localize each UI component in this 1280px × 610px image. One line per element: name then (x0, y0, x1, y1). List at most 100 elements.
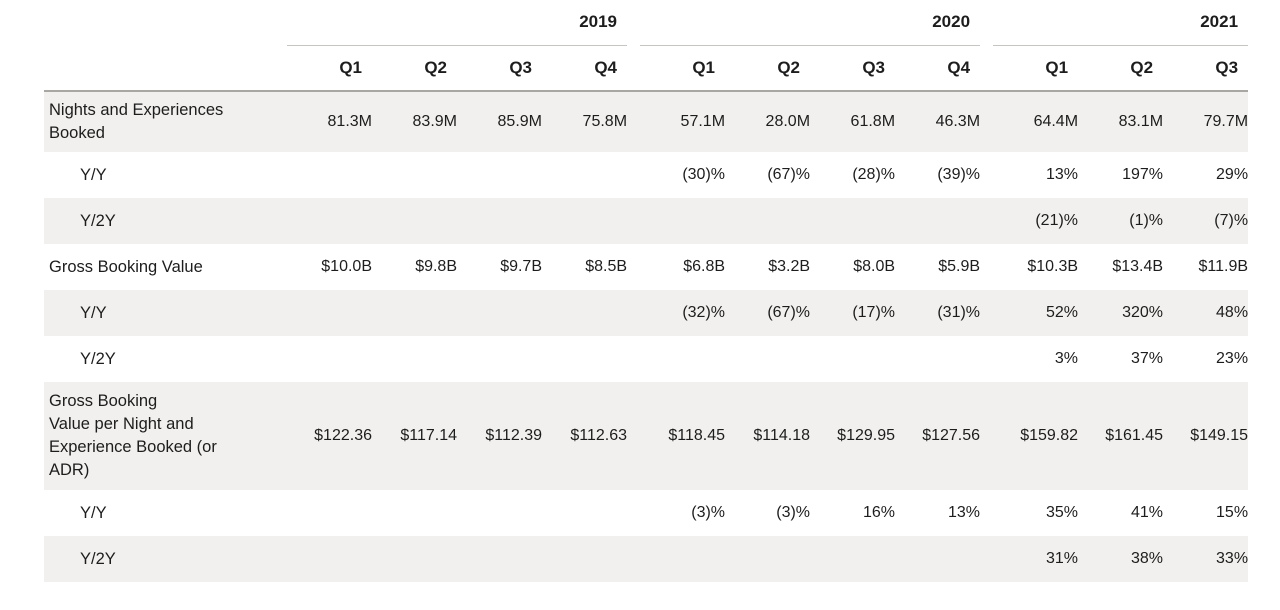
value-cell: (67)% (767, 166, 811, 183)
value-cell: 52% (1046, 304, 1079, 321)
value-cell (457, 490, 542, 536)
sub-metric-label: Y/2Y (80, 549, 116, 568)
value-cell: $114.18 (753, 427, 811, 444)
gap-cell (980, 336, 993, 382)
quarter-header: Q1 (287, 45, 372, 92)
table-row-gbv-yy: Y/Y (32)% (67)% (17)% (31)% 52% 320% 48% (44, 290, 1249, 336)
value-cell: $117.14 (400, 427, 457, 444)
value-cell (372, 198, 457, 244)
value-cell (640, 536, 725, 582)
value-cell: $149.15 (1190, 427, 1249, 444)
gap-cell (980, 382, 993, 490)
quarter-header: Q4 (542, 45, 628, 92)
value-cell (287, 152, 372, 198)
gap-cell (627, 290, 640, 336)
value-cell (372, 490, 457, 536)
value-cell (287, 336, 372, 382)
value-cell: (7)% (1214, 212, 1249, 229)
value-cell (542, 336, 627, 382)
value-cell: 29% (1216, 166, 1249, 183)
quarter-header: Q2 (725, 45, 811, 92)
value-cell: 41% (1131, 504, 1164, 521)
quarter-header: Q1 (640, 45, 726, 92)
value-cell (895, 198, 980, 244)
value-cell (542, 490, 627, 536)
value-cell: $9.7B (500, 258, 542, 275)
value-cell: (31)% (937, 304, 981, 321)
quarterly-metrics-table: 2019 2020 2021 Q1 Q2 Q3 Q4 Q1 Q2 Q3 Q4 Q… (44, 0, 1249, 582)
value-cell: 38% (1131, 550, 1164, 567)
value-cell (457, 536, 542, 582)
value-cell: $11.9B (1198, 258, 1249, 275)
value-cell (372, 290, 457, 336)
value-cell (640, 198, 725, 244)
quarter-header: Q2 (372, 45, 457, 92)
quarter-header: Q2 (1078, 45, 1164, 92)
value-cell: (30)% (682, 166, 726, 183)
value-cell (287, 490, 372, 536)
value-cell: 79.7M (1203, 113, 1249, 130)
year-gap (627, 0, 640, 45)
year-header-2019: 2019 (287, 0, 628, 46)
value-cell: 15% (1216, 504, 1249, 521)
value-cell (895, 336, 980, 382)
gap-cell (627, 490, 640, 536)
value-cell: 28.0M (765, 113, 811, 130)
label-column-spacer (44, 45, 287, 92)
quarter-header: Q3 (457, 45, 542, 92)
sub-metric-label: Y/2Y (80, 349, 116, 368)
value-cell (372, 536, 457, 582)
value-cell: 13% (948, 504, 981, 521)
gap-cell (627, 152, 640, 198)
gap-cell (980, 152, 993, 198)
value-cell (457, 152, 542, 198)
value-cell: 83.1M (1118, 113, 1164, 130)
gap-cell (980, 244, 993, 290)
year-gap (980, 0, 993, 45)
sub-metric-label: Y/Y (80, 503, 107, 522)
gap-cell (627, 336, 640, 382)
value-cell (287, 290, 372, 336)
gap-cell (627, 198, 640, 244)
gap-cell (627, 244, 640, 290)
value-cell: 64.4M (1033, 113, 1079, 130)
value-cell (542, 198, 627, 244)
value-cell: (3)% (691, 504, 726, 521)
value-cell (725, 336, 810, 382)
value-cell: 31% (1046, 550, 1079, 567)
table-row-gbv-y2y: Y/2Y 3% 37% 23% (44, 336, 1248, 382)
value-cell: 46.3M (935, 113, 981, 130)
value-cell: 37% (1131, 350, 1164, 367)
value-cell: 57.1M (680, 113, 726, 130)
value-cell (640, 336, 725, 382)
value-cell: $159.82 (1020, 427, 1079, 444)
value-cell: 16% (862, 504, 896, 521)
value-cell: $10.3B (1027, 258, 1079, 275)
value-cell (810, 536, 895, 582)
quarter-header: Q1 (993, 45, 1079, 92)
value-cell: (21)% (1035, 212, 1079, 229)
sub-metric-label: Y/Y (80, 165, 107, 184)
gap-cell (980, 536, 993, 582)
value-cell: 83.9M (412, 113, 457, 130)
value-cell: $112.63 (570, 427, 628, 444)
value-cell: 61.8M (850, 113, 896, 130)
table-row-nights-y2y: Y/2Y (21)% (1)% (7)% (44, 198, 1249, 244)
value-cell (542, 536, 627, 582)
metric-label: Gross Booking Value per Night and Experi… (49, 392, 217, 479)
gap-cell (627, 536, 640, 582)
gap-cell (627, 91, 640, 152)
value-cell: $129.95 (837, 427, 896, 444)
metric-label: Gross Booking Value (49, 257, 203, 276)
value-cell: $3.2B (768, 258, 811, 275)
quarter-header: Q3 (1163, 45, 1249, 92)
table-row-gbv: Gross Booking Value $10.0B $9.8B $9.7B $… (44, 244, 1248, 290)
value-cell: (1)% (1129, 212, 1164, 229)
label-column-spacer (44, 0, 287, 45)
sub-metric-label: Y/Y (80, 303, 107, 322)
value-cell: (17)% (852, 304, 896, 321)
quarter-header: Q3 (810, 45, 896, 92)
year-header-2020: 2020 (640, 0, 981, 46)
value-cell (372, 336, 457, 382)
